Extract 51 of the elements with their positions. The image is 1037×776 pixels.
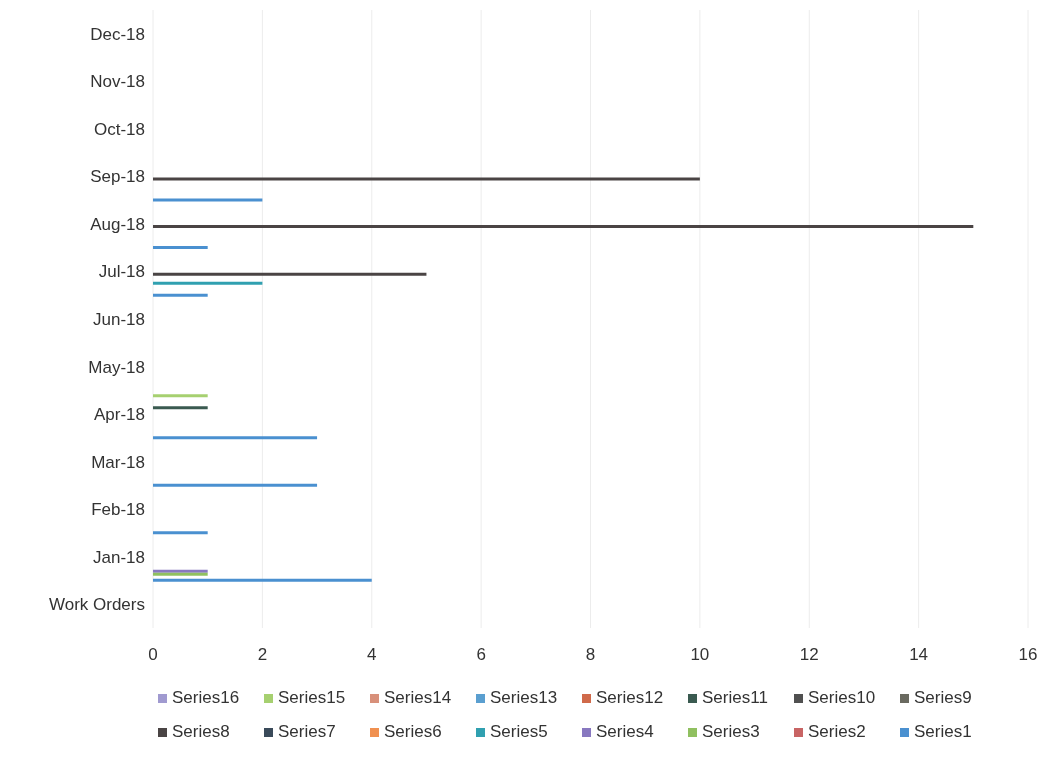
y-tick-label: Dec-18 bbox=[90, 24, 145, 44]
legend-label: Series13 bbox=[490, 688, 558, 708]
bar bbox=[153, 531, 208, 535]
bar bbox=[153, 281, 263, 285]
bar bbox=[153, 293, 208, 297]
y-tick-label: Work Orders bbox=[48, 595, 145, 615]
legend-label: Series11 bbox=[702, 688, 768, 708]
x-tick-label: 0 bbox=[148, 645, 158, 665]
legend-label: Series12 bbox=[596, 688, 664, 708]
x-tick-label: 16 bbox=[1018, 645, 1037, 665]
bar bbox=[153, 578, 372, 582]
legend-label: Series10 bbox=[808, 688, 876, 708]
legend-label: Series1 bbox=[914, 722, 972, 742]
legend-label: Series6 bbox=[384, 722, 442, 742]
bar bbox=[153, 394, 208, 398]
x-tick-label: 10 bbox=[690, 645, 710, 665]
y-tick-label: Mar-18 bbox=[91, 452, 145, 472]
bar bbox=[153, 406, 208, 410]
y-tick-label: Jun-18 bbox=[93, 310, 145, 330]
y-tick-label: Feb-18 bbox=[91, 500, 145, 520]
y-tick-label: Apr-18 bbox=[93, 405, 145, 425]
legend-label: Series7 bbox=[278, 722, 336, 742]
legend-label: Series4 bbox=[596, 722, 654, 742]
y-tick-label: Oct-18 bbox=[93, 119, 145, 139]
legend-label: Series14 bbox=[384, 688, 452, 708]
bar bbox=[153, 483, 318, 487]
x-tick-label: 2 bbox=[257, 645, 268, 665]
y-tick-label: Aug-18 bbox=[90, 214, 145, 234]
legend-label: Series5 bbox=[490, 722, 548, 742]
y-tick-label: Jul-18 bbox=[98, 262, 145, 282]
bar bbox=[153, 246, 208, 250]
legend-label: Series8 bbox=[172, 722, 230, 742]
legend-label: Series16 bbox=[172, 688, 240, 708]
y-tick-label: May-18 bbox=[88, 357, 145, 377]
x-tick-label: 12 bbox=[799, 645, 819, 665]
bar bbox=[153, 272, 427, 276]
legend-label: Series9 bbox=[914, 688, 972, 708]
bar bbox=[153, 177, 700, 181]
y-tick-label: Sep-18 bbox=[90, 167, 145, 187]
legend-label: Series2 bbox=[808, 722, 866, 742]
y-tick-label: Nov-18 bbox=[90, 72, 145, 92]
legend-label: Series3 bbox=[702, 722, 760, 742]
bar bbox=[153, 225, 974, 229]
x-tick-label: 6 bbox=[476, 645, 486, 665]
bar bbox=[153, 198, 263, 202]
bar bbox=[153, 436, 318, 440]
x-tick-label: 8 bbox=[585, 645, 596, 665]
x-tick-label: 4 bbox=[367, 645, 377, 665]
y-tick-label: Jan-18 bbox=[93, 547, 145, 567]
x-tick-label: 14 bbox=[909, 645, 929, 665]
legend-label: Series15 bbox=[278, 688, 346, 708]
